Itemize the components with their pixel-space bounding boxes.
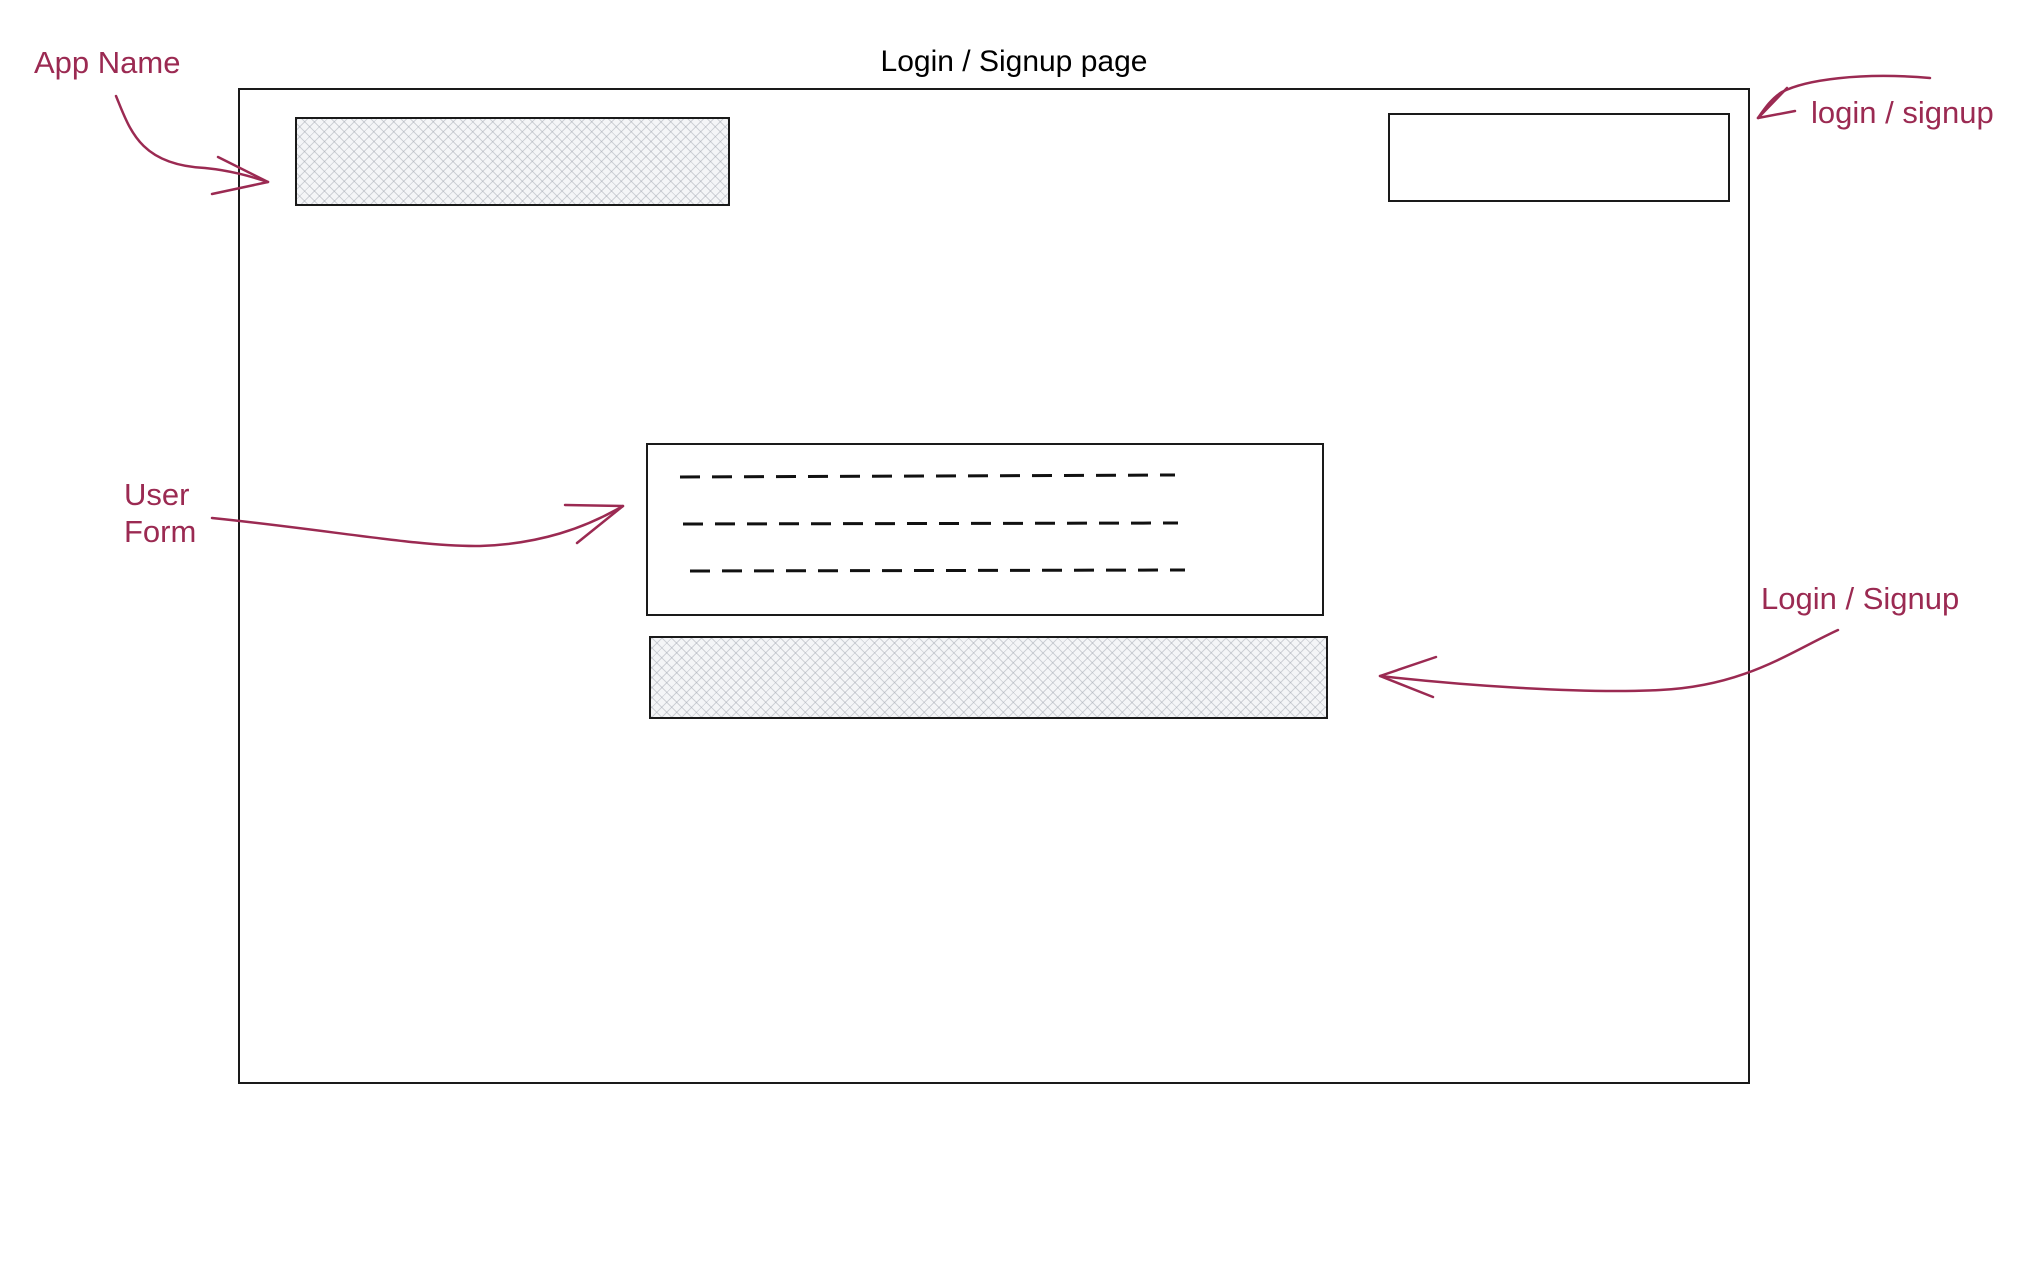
page-frame (238, 88, 1750, 1084)
annotation-login-signup-button: Login / Signup (1761, 581, 1960, 616)
login-signup-toggle-placeholder[interactable] (1388, 113, 1730, 202)
annotation-user-form: User Form (124, 477, 197, 549)
annotation-login-signup-toggle: login / signup (1811, 95, 1994, 130)
app-name-placeholder (295, 117, 730, 206)
user-form-placeholder[interactable] (646, 443, 1324, 616)
annotation-app-name: App Name (34, 45, 181, 80)
arrow-auth-toggle-head (1756, 86, 1797, 120)
login-signup-button-placeholder[interactable] (649, 636, 1328, 719)
page-title: Login / Signup page (880, 45, 1148, 78)
